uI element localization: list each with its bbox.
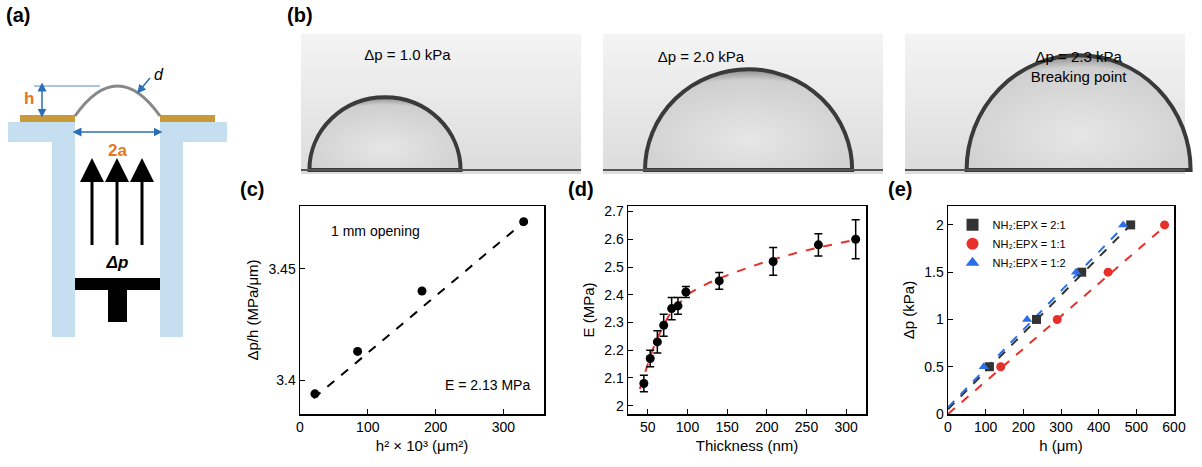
svg-text:2.6: 2.6	[604, 231, 624, 247]
svg-text:100: 100	[356, 419, 380, 435]
svg-text:Δp = 1.0 kPa: Δp = 1.0 kPa	[364, 46, 451, 63]
svg-text:2: 2	[616, 398, 624, 414]
svg-text:Thickness (nm): Thickness (nm)	[696, 437, 799, 454]
svg-text:250: 250	[795, 419, 819, 435]
svg-text:NH₂:EPX = 1:1: NH₂:EPX = 1:1	[993, 238, 1066, 250]
svg-text:NH₂:EPX = 1:2: NH₂:EPX = 1:2	[993, 257, 1066, 269]
svg-text:150: 150	[715, 419, 739, 435]
svg-text:300: 300	[834, 419, 858, 435]
svg-text:E (MPa): E (MPa)	[580, 282, 597, 337]
svg-text:200: 200	[1012, 419, 1036, 435]
svg-text:Breaking point: Breaking point	[1031, 68, 1128, 85]
svg-text:h² × 10³ (μm²): h² × 10³ (μm²)	[376, 437, 468, 454]
svg-text:2.2: 2.2	[604, 342, 624, 358]
svg-text:h (μm): h (μm)	[1039, 437, 1083, 454]
svg-text:d: d	[154, 66, 164, 83]
svg-text:500: 500	[1125, 419, 1149, 435]
svg-text:2.3: 2.3	[604, 314, 624, 330]
svg-text:Δp = 2.3 kPa: Δp = 2.3 kPa	[1035, 48, 1122, 65]
svg-text:1 mm opening: 1 mm opening	[331, 223, 420, 239]
svg-text:400: 400	[1087, 419, 1111, 435]
svg-text:300: 300	[1049, 419, 1073, 435]
svg-text:50: 50	[640, 419, 656, 435]
svg-text:3.45: 3.45	[268, 261, 295, 277]
html-text:(d): (d)	[568, 178, 594, 200]
svg-text:300: 300	[492, 419, 516, 435]
svg-text:200: 200	[424, 419, 448, 435]
svg-text:0.5: 0.5	[924, 359, 944, 375]
svg-text:100: 100	[676, 419, 700, 435]
svg-text:200: 200	[755, 419, 779, 435]
svg-text:2: 2	[936, 217, 944, 233]
svg-text:NH₂:EPX = 2:1: NH₂:EPX = 2:1	[993, 219, 1066, 231]
svg-text:2.4: 2.4	[604, 287, 624, 303]
svg-text:2.5: 2.5	[604, 259, 624, 275]
svg-text:Δp = 2.0 kPa: Δp = 2.0 kPa	[658, 48, 745, 65]
svg-text:1: 1	[936, 311, 944, 327]
svg-text:2.1: 2.1	[604, 370, 624, 386]
html-text:(c): (c)	[240, 178, 265, 200]
svg-text:Δp: Δp	[106, 253, 129, 272]
svg-text:0: 0	[296, 419, 304, 435]
svg-text:Δp/h (MPa/μm): Δp/h (MPa/μm)	[244, 259, 261, 360]
html-text:(a): (a)	[6, 4, 31, 26]
svg-text:1.5: 1.5	[924, 264, 944, 280]
html-text:(b): (b)	[287, 4, 313, 26]
svg-text:100: 100	[974, 419, 998, 435]
svg-text:0: 0	[936, 406, 944, 422]
svg-text:600: 600	[1162, 419, 1186, 435]
svg-text:3.4: 3.4	[276, 372, 296, 388]
svg-text:2.7: 2.7	[604, 203, 624, 219]
svg-text:2a: 2a	[108, 141, 127, 160]
svg-text:Δp (kPa): Δp (kPa)	[900, 281, 917, 339]
svg-text:E = 2.13 MPa: E = 2.13 MPa	[445, 377, 530, 393]
html-text:(e): (e)	[888, 178, 913, 200]
svg-text:h: h	[24, 89, 34, 108]
svg-text:0: 0	[944, 419, 952, 435]
